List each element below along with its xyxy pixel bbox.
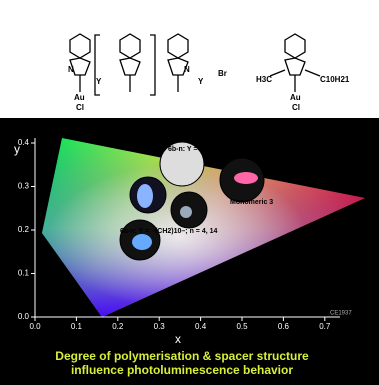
atom-label: Y: [198, 77, 204, 86]
atom-label: N: [68, 65, 74, 74]
atom-label: Y: [96, 77, 102, 86]
emission: [180, 206, 192, 218]
x-axis-label: x: [175, 332, 181, 346]
x-tick-label: 0.2: [112, 322, 124, 331]
atom-label: Au: [74, 93, 85, 102]
annotation: 6b-n: Y = –C2H4OC2H4OC2H4–; n = 4, 10: [168, 146, 304, 153]
x-tick-label: 0.3: [154, 322, 166, 331]
atom-label: Cl: [76, 103, 84, 112]
y-tick-label: 0.2: [18, 225, 30, 234]
y-tick-label: 0.1: [18, 269, 30, 278]
x-tick-label: 0.4: [195, 322, 207, 331]
x-tick-label: 0.7: [319, 322, 331, 331]
atom-label: Br: [218, 69, 227, 78]
atom-label: Au: [290, 93, 301, 102]
graphic: N Y Au Cl Y Br N H3C C10H21 Au Cl 6b-n: …: [0, 0, 379, 385]
x-tick-label: 0.0: [29, 322, 41, 331]
atom-label: C10H21: [320, 75, 350, 84]
y-tick-label: 0.3: [18, 182, 30, 191]
emission: [137, 184, 153, 208]
emission: [234, 172, 258, 184]
y-tick-label: 0.4: [18, 138, 30, 147]
code: CE1937: [330, 311, 352, 317]
atom-label: H3C: [256, 75, 272, 84]
atom-label: Cl: [292, 103, 300, 112]
x-tick-label: 0.1: [71, 322, 83, 331]
x-tick-label: 0.6: [278, 322, 290, 331]
x-tick-label: 0.5: [236, 322, 248, 331]
y-tick-label: 0.0: [18, 312, 30, 321]
annotation: Monomeric 3: [230, 199, 273, 206]
atom-label: N: [184, 65, 190, 74]
emission: [132, 234, 152, 250]
caption: influence photoluminescence behavior: [71, 363, 293, 377]
structure-panel: [0, 0, 379, 118]
caption: Degree of polymerisation & spacer struct…: [55, 349, 309, 363]
annotation: 6a-n: Y = –(CH2)10–; n = 4, 14: [120, 228, 218, 235]
